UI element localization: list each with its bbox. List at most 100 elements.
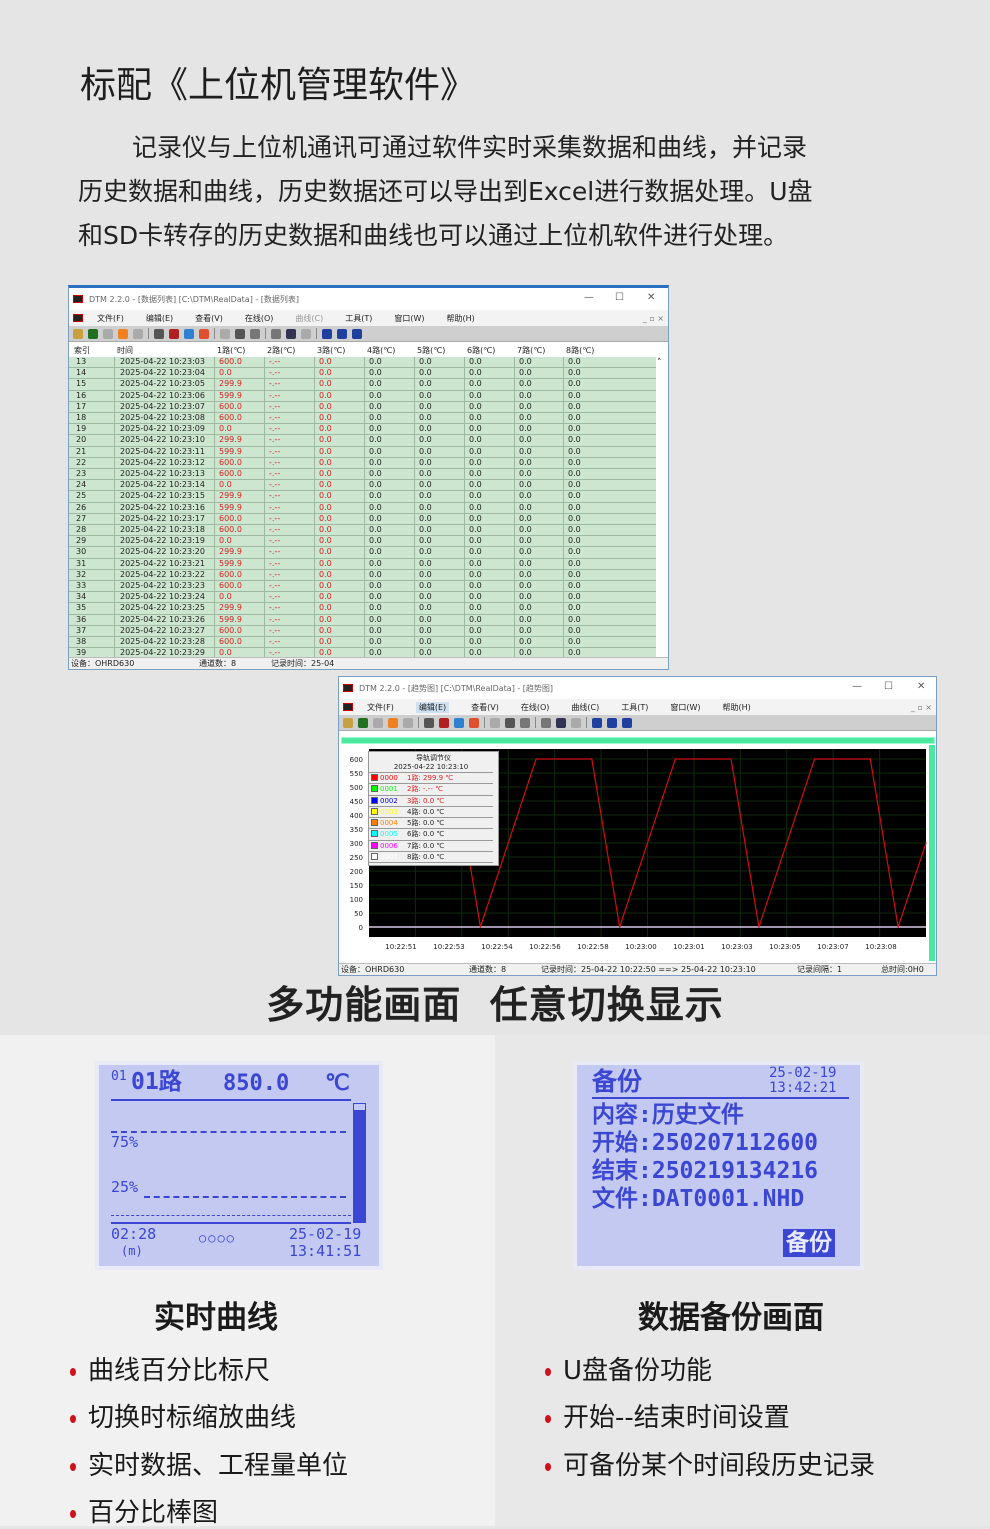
- column-header[interactable]: 1路(℃): [217, 346, 246, 355]
- grid-icon[interactable]: [154, 328, 164, 339]
- table-row[interactable]: 34 2025-04-22 10:23:24 0.0 -.-- 0.0 0.0 0.0 0.0…: [69, 592, 656, 604]
- preview-icon[interactable]: [250, 328, 260, 339]
- column-header[interactable]: 3路(℃): [317, 346, 346, 355]
- tile-h-icon[interactable]: [607, 717, 617, 728]
- preview-icon[interactable]: [520, 717, 530, 728]
- stop-icon[interactable]: [403, 717, 413, 728]
- column-header[interactable]: 时间: [117, 346, 133, 355]
- record-icon[interactable]: [388, 717, 398, 728]
- mdi-window-controls[interactable]: _ ▫ ×: [642, 313, 664, 323]
- menu-item[interactable]: 文件(F): [97, 313, 124, 323]
- table-row[interactable]: 33 2025-04-22 10:23:23 600.0 -.-- 0.0 0.0 0.0 0…: [69, 581, 656, 593]
- minimize-button[interactable]: —: [584, 292, 594, 303]
- table-row[interactable]: 37 2025-04-22 10:23:27 600.0 -.-- 0.0 0.0 0.0 0…: [69, 625, 656, 637]
- minimize-button[interactable]: —: [852, 681, 862, 692]
- table-row[interactable]: 30 2025-04-22 10:23:20 299.9 -.-- 0.0 0.0 0.0 0…: [69, 547, 656, 559]
- table-row[interactable]: 23 2025-04-22 10:23:13 600.0 -.-- 0.0 0.0 0.0 0…: [69, 469, 656, 481]
- palette-icon[interactable]: [469, 717, 479, 728]
- menu-item[interactable]: 在线(O): [520, 702, 550, 712]
- menu-item[interactable]: 工具(T): [621, 702, 649, 712]
- info-icon[interactable]: [454, 717, 464, 728]
- sum-icon[interactable]: [169, 328, 179, 339]
- table-row[interactable]: 18 2025-04-22 10:23:08 600.0 -.-- 0.0 0.0 0.0 0…: [69, 413, 656, 425]
- table-row[interactable]: 38 2025-04-22 10:23:28 600.0 -.-- 0.0 0.0 0.0 0…: [69, 637, 656, 649]
- palette-icon[interactable]: [199, 328, 209, 339]
- table-row[interactable]: 25 2025-04-22 10:23:15 299.9 -.-- 0.0 0.0 0.0 0…: [69, 491, 656, 503]
- stop-icon[interactable]: [133, 328, 143, 339]
- zoom-icon[interactable]: [286, 328, 296, 339]
- sum-icon[interactable]: [439, 717, 449, 728]
- disabled-icon[interactable]: [571, 717, 581, 728]
- table-row[interactable]: 24 2025-04-22 10:23:14 0.0 -.-- 0.0 0.0 0.0 0.0…: [69, 480, 656, 492]
- close-button[interactable]: ✕: [917, 681, 926, 692]
- record-icon[interactable]: [118, 328, 128, 339]
- table-row[interactable]: 26 2025-04-22 10:23:16 599.9 -.-- 0.0 0.0 0.0 0…: [69, 502, 656, 514]
- column-header[interactable]: 6路(℃): [467, 346, 496, 355]
- table-row[interactable]: 15 2025-04-22 10:23:05 299.9 -.-- 0.0 0.0 0.0 0…: [69, 379, 656, 391]
- column-header[interactable]: 索引: [74, 346, 90, 355]
- table-row[interactable]: 19 2025-04-22 10:23:09 0.0 -.-- 0.0 0.0 0.0 0.0…: [69, 424, 656, 436]
- table-row[interactable]: 17 2025-04-22 10:23:07 600.0 -.-- 0.0 0.0 0.0 0…: [69, 401, 656, 413]
- table-row[interactable]: 35 2025-04-22 10:23:25 299.9 -.-- 0.0 0.0 0.0 0…: [69, 603, 656, 615]
- menu-item[interactable]: 查看(V): [195, 313, 223, 323]
- menu-item[interactable]: 曲线(C): [295, 313, 324, 323]
- tile-h-icon[interactable]: [337, 328, 347, 339]
- vertical-scrollbar[interactable]: [929, 745, 935, 961]
- close-button[interactable]: ✕: [647, 292, 656, 303]
- copy-icon[interactable]: [541, 717, 551, 728]
- maximize-button[interactable]: ☐: [884, 681, 893, 692]
- table-row[interactable]: 29 2025-04-22 10:23:19 0.0 -.-- 0.0 0.0 0.0 0.0…: [69, 536, 656, 548]
- column-header[interactable]: 7路(℃): [517, 346, 546, 355]
- disabled-icon[interactable]: [373, 717, 383, 728]
- lcd-backup-button[interactable]: 备份: [783, 1229, 835, 1257]
- table-row[interactable]: 31 2025-04-22 10:23:21 599.9 -.-- 0.0 0.0 0.0 0…: [69, 558, 656, 570]
- open-icon[interactable]: [343, 717, 353, 728]
- cascade-icon[interactable]: [592, 717, 602, 728]
- time-scrollbar[interactable]: [341, 737, 935, 744]
- menu-item[interactable]: 工具(T): [345, 313, 373, 323]
- copy-icon[interactable]: [271, 328, 281, 339]
- print-icon[interactable]: [235, 328, 245, 339]
- table-row[interactable]: 32 2025-04-22 10:23:22 600.0 -.-- 0.0 0.0 0.0 0…: [69, 569, 656, 581]
- table-row[interactable]: 36 2025-04-22 10:23:26 599.9 -.-- 0.0 0.0 0.0 0…: [69, 614, 656, 626]
- open-icon[interactable]: [73, 328, 83, 339]
- table-row[interactable]: 13 2025-04-22 10:23:03 600.0 -.-- 0.0 0.0 0.0 0…: [69, 357, 656, 369]
- scroll-up-arrow[interactable]: ˄: [657, 358, 662, 368]
- menu-item[interactable]: 帮助(H): [446, 313, 475, 323]
- cascade-icon[interactable]: [322, 328, 332, 339]
- menu-item[interactable]: 窗口(W): [394, 313, 425, 323]
- menu-item[interactable]: 查看(V): [471, 702, 499, 712]
- menu-item[interactable]: 编辑(E): [145, 313, 174, 323]
- menu-item[interactable]: 编辑(E): [415, 701, 450, 713]
- column-header[interactable]: 2路(℃): [267, 346, 296, 355]
- tile-v-icon[interactable]: [352, 328, 362, 339]
- menu-item[interactable]: 曲线(C): [571, 702, 600, 712]
- table-row[interactable]: 14 2025-04-22 10:23:04 0.0 -.-- 0.0 0.0 0.0 0.0…: [69, 368, 656, 380]
- chart-icon[interactable]: [88, 328, 98, 339]
- menu-item[interactable]: 文件(F): [367, 702, 394, 712]
- maximize-button[interactable]: ☐: [615, 292, 624, 303]
- menu-item[interactable]: 窗口(W): [670, 702, 701, 712]
- column-header[interactable]: 8路(℃): [566, 346, 595, 355]
- table-row[interactable]: 16 2025-04-22 10:23:06 599.9 -.-- 0.0 0.0 0.0 0…: [69, 390, 656, 402]
- table-row[interactable]: 20 2025-04-22 10:23:10 299.9 -.-- 0.0 0.0 0.0 0…: [69, 435, 656, 447]
- disabled-icon[interactable]: [490, 717, 500, 728]
- disabled-icon[interactable]: [220, 328, 230, 339]
- print-icon[interactable]: [505, 717, 515, 728]
- mdi-window-controls[interactable]: _ ▫ ×: [910, 702, 932, 712]
- chart-icon[interactable]: [358, 717, 368, 728]
- tile-v-icon[interactable]: [622, 717, 632, 728]
- menu-item[interactable]: 帮助(H): [722, 702, 751, 712]
- zoom-icon[interactable]: [556, 717, 566, 728]
- table-row[interactable]: 27 2025-04-22 10:23:17 600.0 -.-- 0.0 0.0 0.0 0…: [69, 513, 656, 525]
- table-row[interactable]: 21 2025-04-22 10:23:11 599.9 -.-- 0.0 0.0 0.0 0…: [69, 446, 656, 458]
- table-row[interactable]: 28 2025-04-22 10:23:18 600.0 -.-- 0.0 0.0 0.0 0…: [69, 525, 656, 537]
- column-header[interactable]: 4路(℃): [367, 346, 396, 355]
- info-icon[interactable]: [184, 328, 194, 339]
- table-row[interactable]: 22 2025-04-22 10:23:12 600.0 -.-- 0.0 0.0 0.0 0…: [69, 457, 656, 469]
- grid-icon[interactable]: [424, 717, 434, 728]
- column-header[interactable]: 5路(℃): [417, 346, 446, 355]
- disabled-icon[interactable]: [301, 328, 311, 339]
- disabled-icon[interactable]: [103, 328, 113, 339]
- menu-item[interactable]: 在线(O): [244, 313, 274, 323]
